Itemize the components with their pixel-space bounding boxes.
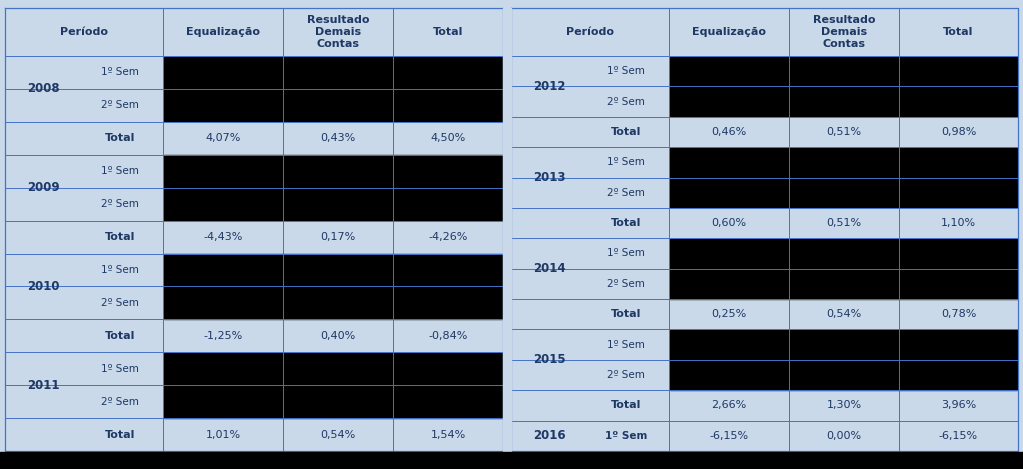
Text: 1,01%: 1,01% bbox=[206, 430, 240, 439]
Text: 2º Sem: 2º Sem bbox=[101, 298, 139, 308]
Text: 2016: 2016 bbox=[533, 429, 566, 442]
Bar bbox=[164, 155, 502, 220]
Text: 0,60%: 0,60% bbox=[711, 218, 747, 228]
Text: 2º Sem: 2º Sem bbox=[607, 370, 644, 380]
Text: 1º Sem: 1º Sem bbox=[101, 265, 139, 275]
Text: 0,78%: 0,78% bbox=[941, 309, 976, 319]
Text: 1º Sem: 1º Sem bbox=[101, 363, 139, 374]
Text: 0,17%: 0,17% bbox=[320, 232, 356, 242]
Bar bbox=[670, 239, 1017, 299]
Text: 2008: 2008 bbox=[27, 83, 59, 95]
Bar bbox=[164, 56, 502, 121]
Text: Total: Total bbox=[611, 401, 641, 410]
Text: Total: Total bbox=[104, 430, 135, 439]
Text: Resultado
Demais
Contas: Resultado Demais Contas bbox=[812, 15, 876, 49]
Text: 1,30%: 1,30% bbox=[827, 401, 861, 410]
Text: 4,07%: 4,07% bbox=[206, 133, 240, 144]
Text: 0,98%: 0,98% bbox=[941, 127, 976, 137]
Bar bbox=[670, 56, 1017, 116]
Bar bbox=[164, 254, 502, 319]
Text: 2º Sem: 2º Sem bbox=[607, 279, 644, 289]
Text: 0,40%: 0,40% bbox=[320, 331, 356, 341]
Text: Total: Total bbox=[104, 232, 135, 242]
Text: -4,43%: -4,43% bbox=[204, 232, 242, 242]
Text: 1º Sem: 1º Sem bbox=[605, 431, 648, 441]
Text: 0,51%: 0,51% bbox=[827, 218, 861, 228]
Text: 2,66%: 2,66% bbox=[711, 401, 747, 410]
Text: 0,54%: 0,54% bbox=[827, 309, 861, 319]
Bar bbox=[0, 452, 1023, 469]
Text: 2º Sem: 2º Sem bbox=[607, 97, 644, 106]
Text: Total: Total bbox=[433, 27, 463, 37]
Text: 0,46%: 0,46% bbox=[711, 127, 747, 137]
Text: 2009: 2009 bbox=[27, 181, 59, 194]
Text: Período: Período bbox=[566, 27, 614, 37]
Text: 2010: 2010 bbox=[27, 280, 59, 293]
Text: 1,54%: 1,54% bbox=[431, 430, 465, 439]
Text: Total: Total bbox=[104, 331, 135, 341]
Text: Equalização: Equalização bbox=[692, 27, 766, 37]
Text: 0,25%: 0,25% bbox=[711, 309, 747, 319]
Text: -4,26%: -4,26% bbox=[429, 232, 468, 242]
Text: 0,00%: 0,00% bbox=[827, 431, 861, 441]
Text: 1,10%: 1,10% bbox=[941, 218, 976, 228]
Text: 2º Sem: 2º Sem bbox=[101, 100, 139, 110]
Text: Resultado
Demais
Contas: Resultado Demais Contas bbox=[307, 15, 369, 49]
Text: 2º Sem: 2º Sem bbox=[101, 397, 139, 407]
Text: 3,96%: 3,96% bbox=[941, 401, 976, 410]
Bar bbox=[670, 330, 1017, 390]
Text: Equalização: Equalização bbox=[186, 27, 260, 37]
Text: 0,51%: 0,51% bbox=[827, 127, 861, 137]
Bar bbox=[670, 148, 1017, 207]
Bar bbox=[503, 8, 512, 451]
Text: Total: Total bbox=[611, 309, 641, 319]
Text: 2º Sem: 2º Sem bbox=[607, 188, 644, 198]
Text: 0,43%: 0,43% bbox=[320, 133, 356, 144]
Text: 2012: 2012 bbox=[533, 80, 566, 93]
Text: 2014: 2014 bbox=[533, 262, 566, 275]
Text: 2011: 2011 bbox=[27, 378, 59, 392]
Text: 2013: 2013 bbox=[533, 171, 566, 184]
Text: 0,54%: 0,54% bbox=[320, 430, 356, 439]
Text: -0,84%: -0,84% bbox=[429, 331, 468, 341]
Text: -1,25%: -1,25% bbox=[204, 331, 242, 341]
Text: 1º Sem: 1º Sem bbox=[607, 249, 644, 258]
Text: Período: Período bbox=[60, 27, 108, 37]
Text: 4,50%: 4,50% bbox=[431, 133, 465, 144]
Text: 1º Sem: 1º Sem bbox=[101, 166, 139, 176]
Text: Total: Total bbox=[611, 127, 641, 137]
Text: 1º Sem: 1º Sem bbox=[607, 157, 644, 167]
Text: 1º Sem: 1º Sem bbox=[607, 66, 644, 76]
Text: -6,15%: -6,15% bbox=[709, 431, 749, 441]
Text: -6,15%: -6,15% bbox=[939, 431, 978, 441]
Bar bbox=[164, 353, 502, 417]
Text: 1º Sem: 1º Sem bbox=[607, 340, 644, 350]
Text: Total: Total bbox=[611, 218, 641, 228]
Text: 2º Sem: 2º Sem bbox=[101, 199, 139, 209]
Text: Total: Total bbox=[104, 133, 135, 144]
Text: Total: Total bbox=[943, 27, 974, 37]
Text: 1º Sem: 1º Sem bbox=[101, 68, 139, 77]
Text: 2015: 2015 bbox=[533, 353, 566, 366]
